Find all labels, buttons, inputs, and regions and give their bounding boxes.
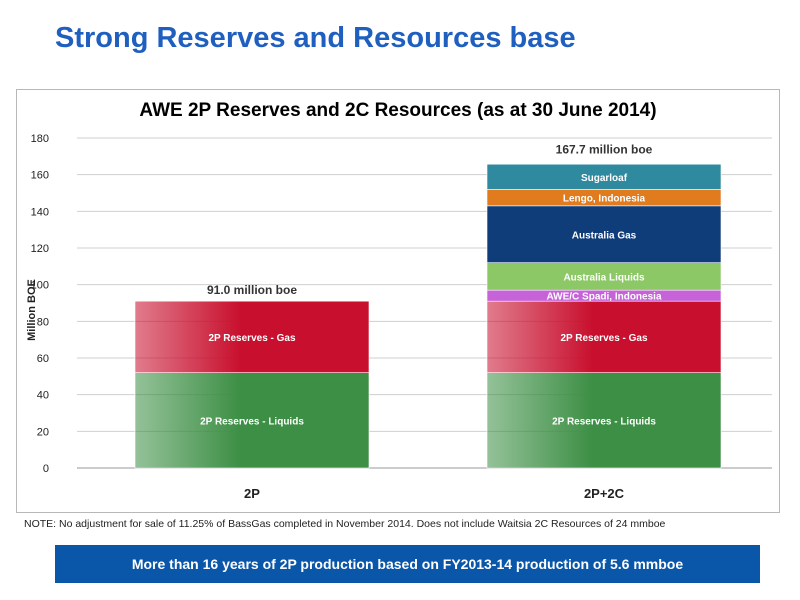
segment-label: 2P Reserves - Gas xyxy=(208,333,296,344)
y-tick-label: 160 xyxy=(31,170,49,182)
y-tick-label: 20 xyxy=(37,426,49,438)
chart-title: AWE 2P Reserves and 2C Resources (as at … xyxy=(139,100,656,121)
footnote: NOTE: No adjustment for sale of 11.25% o… xyxy=(24,518,666,530)
bar-segment xyxy=(486,163,722,190)
y-tick-label: 100 xyxy=(31,280,49,292)
segment-label: Australia Gas xyxy=(572,230,637,241)
category-label: 2P xyxy=(244,486,260,501)
y-tick-label: 40 xyxy=(37,390,49,402)
segment-label: Lengo, Indonesia xyxy=(563,194,646,205)
bar-segment xyxy=(134,300,370,373)
page-title: Strong Reserves and Resources base xyxy=(55,22,576,54)
y-tick-label: 60 xyxy=(37,353,49,365)
y-axis-label: Million BOE xyxy=(26,279,38,341)
segment-label: 2P Reserves - Liquids xyxy=(200,416,304,427)
segment-label: Sugarloaf xyxy=(581,173,628,184)
bar-total-label: 167.7 million boe xyxy=(556,143,653,157)
bar-segment xyxy=(486,372,722,469)
y-tick-label: 140 xyxy=(31,206,49,218)
y-tick-label: 80 xyxy=(37,316,49,328)
y-tick-labels: 0 20 40 60 80 100 120 140 160 180 xyxy=(31,133,49,475)
segment-label: 2P Reserves - Gas xyxy=(560,333,648,344)
y-tick-label: 180 xyxy=(31,133,49,145)
category-labels: 2P 2P+2C xyxy=(244,486,625,501)
y-tick-label: 0 xyxy=(43,463,49,475)
y-tick-label: 120 xyxy=(31,243,49,255)
category-label: 2P+2C xyxy=(584,486,625,501)
bar-total-label: 91.0 million boe xyxy=(207,283,297,297)
segment-label: 2P Reserves - Liquids xyxy=(552,416,656,427)
bar-segment xyxy=(486,205,722,263)
summary-banner: More than 16 years of 2P production base… xyxy=(55,545,760,583)
bar-segment xyxy=(486,262,722,291)
segment-label: Australia Liquids xyxy=(563,272,645,283)
bar-segments: 2P Reserves - Liquids 2P Reserves - Gas 2P… xyxy=(134,163,722,469)
bar-segment xyxy=(486,300,722,373)
stacked-bar-chart: AWE 2P Reserves and 2C Resources (as at … xyxy=(26,100,772,501)
bar-segment xyxy=(134,372,370,469)
segment-label: AWE/C Spadi, Indonesia xyxy=(546,292,661,303)
bar-total-labels: 91.0 million boe 167.7 million boe xyxy=(207,143,653,298)
chart-frame: AWE 2P Reserves and 2C Resources (as at … xyxy=(16,89,780,513)
